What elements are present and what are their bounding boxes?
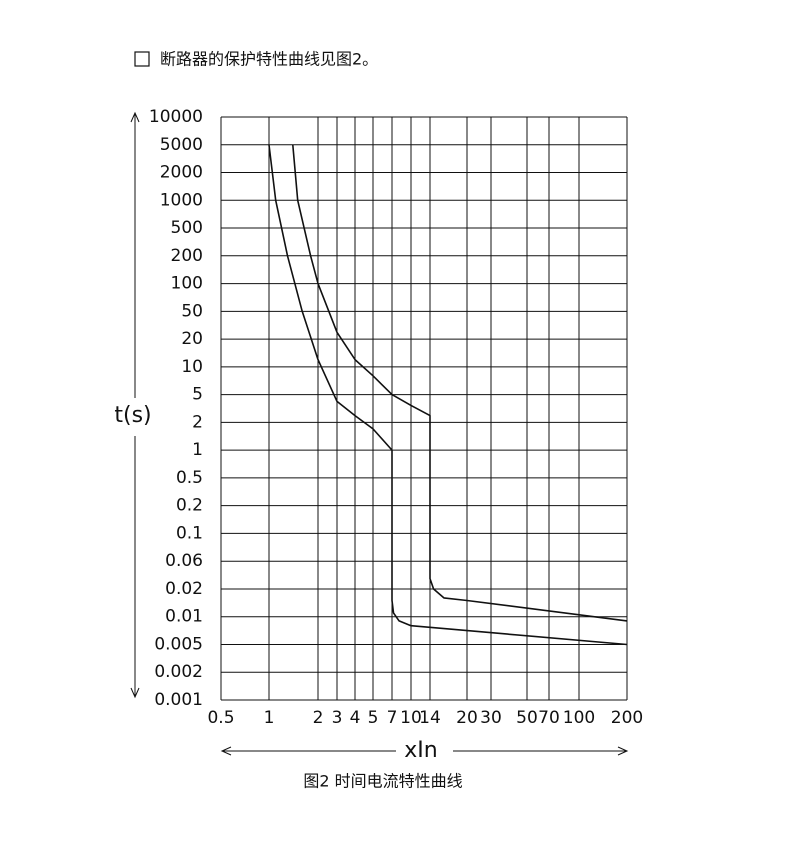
x-tick-label: 5 xyxy=(368,708,379,728)
arrow-heads xyxy=(220,746,629,756)
y-axis-label: t(s) xyxy=(114,403,151,428)
y-tick-label: 0.005 xyxy=(154,634,203,654)
y-tick-label: 50 xyxy=(181,301,203,321)
y-tick-label: 2 xyxy=(192,412,203,432)
y-tick-label: 0.2 xyxy=(176,496,203,516)
y-tick-label: 1000 xyxy=(160,190,203,210)
curve xyxy=(292,144,628,622)
y-tick-label: 10000 xyxy=(149,107,203,127)
x-tick-label: 4 xyxy=(350,708,361,728)
y-tick-label: 5000 xyxy=(160,135,203,155)
curve xyxy=(268,144,628,646)
y-tick-label: 0.02 xyxy=(165,579,203,599)
y-tick-label: 0.001 xyxy=(154,690,203,710)
y-tick-label: 5 xyxy=(192,385,203,405)
checkbox-icon xyxy=(134,51,150,67)
y-tick-label: 0.1 xyxy=(176,523,203,543)
x-tick-label: 1 xyxy=(264,708,275,728)
x-tick-label: 0.5 xyxy=(207,708,234,728)
y-tick-label: 0.002 xyxy=(154,662,203,682)
caption: 图2 时间电流特性曲线 xyxy=(303,772,462,791)
x-tick-label: 2 xyxy=(313,708,324,728)
x-tick-label: 20 xyxy=(456,708,478,728)
y-tick-label: 100 xyxy=(171,274,203,294)
x-tick-label: 100 xyxy=(563,708,595,728)
x-tick-label: 14 xyxy=(419,708,441,728)
x-tick-label: 70 xyxy=(538,708,560,728)
y-tick-label: 2000 xyxy=(160,163,203,183)
y-tick-label: 1 xyxy=(192,440,203,460)
x-tick-label: 30 xyxy=(480,708,502,728)
arrow-heads xyxy=(130,111,140,699)
header: 断路器的保护特性曲线见图2。 xyxy=(160,50,378,69)
x-tick-label: 50 xyxy=(516,708,538,728)
x-tick-label: 7 xyxy=(387,708,398,728)
y-tick-label: 0.5 xyxy=(176,468,203,488)
y-tick-label: 500 xyxy=(171,218,203,238)
x-axis-label: xIn xyxy=(404,738,437,763)
y-tick-label: 0.01 xyxy=(165,607,203,627)
y-tick-label: 200 xyxy=(171,246,203,266)
x-tick-label: 10 xyxy=(400,708,422,728)
x-tick-label: 200 xyxy=(611,708,643,728)
y-tick-label: 0.06 xyxy=(165,551,203,571)
y-tick-label: 20 xyxy=(181,329,203,349)
x-tick-label: 3 xyxy=(332,708,343,728)
y-tick-label: 10 xyxy=(181,357,203,377)
